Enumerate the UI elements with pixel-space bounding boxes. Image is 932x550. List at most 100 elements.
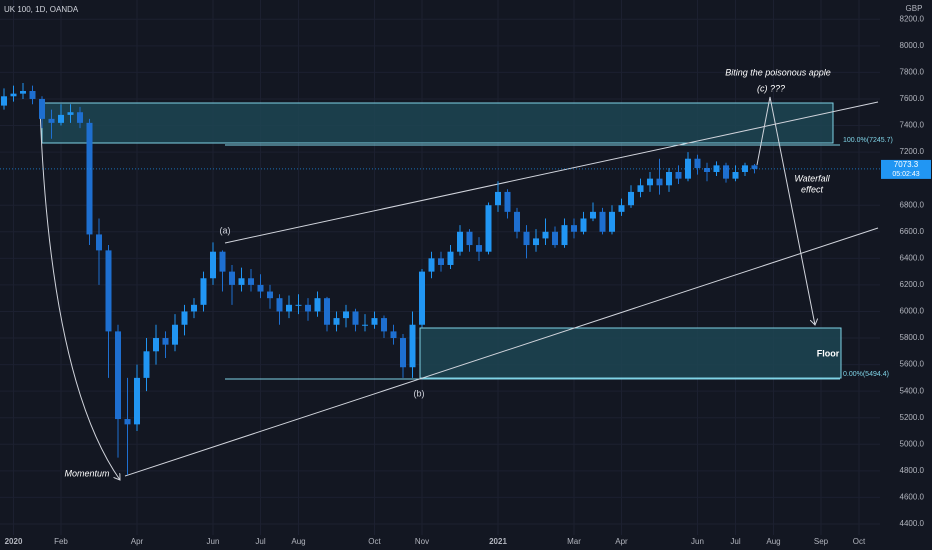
candle-body [637, 185, 644, 192]
x-tick-label: Jul [255, 537, 265, 546]
candle-body [409, 324, 416, 368]
y-tick-label: 5600.0 [900, 360, 925, 369]
y-tick-label: 8000.0 [900, 41, 925, 50]
candle-body [362, 324, 368, 326]
candle-body [495, 191, 501, 206]
y-tick-label: 4600.0 [900, 493, 925, 502]
x-tick-label: 2020 [5, 537, 23, 546]
last-price-label: 7073.3 [894, 160, 919, 169]
candle-body [352, 311, 359, 325]
candle-body [77, 112, 83, 123]
y-tick-label: 4800.0 [900, 466, 925, 475]
candle-body [694, 158, 701, 169]
floor-zone [419, 327, 842, 379]
candle-body [400, 338, 406, 368]
y-tick-label: 5200.0 [900, 413, 925, 422]
candle-body [257, 284, 264, 292]
candle-body [751, 165, 758, 169]
x-tick-label: Jun [691, 537, 704, 546]
candle-body [333, 318, 340, 325]
channel-upper [224, 101, 879, 244]
candle-body [219, 251, 226, 272]
y-tick-label: 7800.0 [900, 67, 925, 76]
note-waterfall: Waterfall [794, 173, 830, 183]
candle-body [20, 90, 26, 94]
candle-body [609, 211, 615, 232]
candle-body [105, 250, 112, 332]
candle-body [134, 377, 140, 425]
note-waterfall: effect [801, 184, 824, 194]
candle-body [96, 234, 102, 251]
candle-body [428, 258, 435, 272]
candle-body [248, 278, 254, 285]
y-tick-label: 5000.0 [900, 439, 925, 448]
time-axis [0, 535, 932, 550]
candle-body [542, 231, 549, 239]
candle-body [153, 338, 159, 352]
x-tick-label: Feb [54, 537, 68, 546]
note-b: (b) [414, 388, 425, 398]
x-tick-label: Oct [368, 537, 381, 546]
candle-body [742, 165, 748, 173]
candle-body [324, 298, 330, 325]
x-tick-label: Apr [615, 537, 628, 546]
candle-body [67, 112, 74, 115]
note-momentum: Momentum [64, 468, 110, 478]
candle-body [390, 331, 397, 339]
candle-body [229, 271, 235, 285]
candle-body [732, 172, 739, 179]
candle-body [590, 211, 596, 219]
last-price-box [881, 159, 931, 179]
y-tick-label: 6400.0 [900, 253, 925, 262]
candle-body [115, 331, 121, 420]
candle-body [181, 311, 188, 325]
x-tick-label: 2021 [489, 537, 507, 546]
candle-body [580, 218, 587, 232]
note-a: (a) [220, 225, 231, 235]
candle-body [571, 225, 577, 232]
candle-body [210, 251, 216, 279]
candle-body [143, 351, 150, 378]
candle-body [86, 122, 93, 235]
x-tick-label: Nov [415, 537, 429, 546]
candle-body [504, 191, 511, 212]
waterfall-path [756, 96, 815, 325]
y-tick-label: 6000.0 [900, 307, 925, 316]
momentum-arrow [39, 107, 120, 480]
candle-body [723, 165, 729, 179]
candle-body [419, 271, 425, 325]
y-tick-label: 7200.0 [900, 147, 925, 156]
y-tick-label: 5800.0 [900, 333, 925, 342]
candle-body [713, 165, 720, 173]
candle-body [628, 191, 634, 206]
y-tick-label: 5400.0 [900, 386, 925, 395]
candle-body [685, 158, 691, 179]
candle-body [58, 114, 64, 123]
x-tick-label: Apr [131, 537, 144, 546]
y-tick-label: 8200.0 [900, 14, 925, 23]
candle-body [295, 304, 302, 306]
candle-body [1, 96, 7, 106]
candle-body [305, 304, 311, 312]
note-c: (c) ??? [757, 83, 785, 93]
candle-body [343, 311, 349, 319]
candle-body [523, 231, 530, 246]
y-tick-label: 6200.0 [900, 280, 925, 289]
chart-title: UK 100, 1D, OANDA [4, 5, 79, 14]
candle-body [457, 231, 463, 252]
x-tick-label: Sep [814, 537, 829, 546]
fib-bottom-label: 0.00%(5494.4) [843, 371, 889, 378]
note-floor: Floor [817, 348, 840, 358]
channel-lower [124, 227, 879, 477]
y-tick-label: 4400.0 [900, 519, 925, 528]
price-axis [880, 0, 932, 550]
candle-body [666, 172, 672, 186]
fib-top-label: 100.0%(7245.7) [843, 137, 893, 144]
y-tick-label: 7600.0 [900, 94, 925, 103]
candle-body [704, 168, 710, 173]
candle-body [48, 118, 55, 123]
candle-body [314, 298, 321, 312]
x-tick-label: Mar [567, 537, 581, 546]
candle-body [162, 338, 169, 345]
